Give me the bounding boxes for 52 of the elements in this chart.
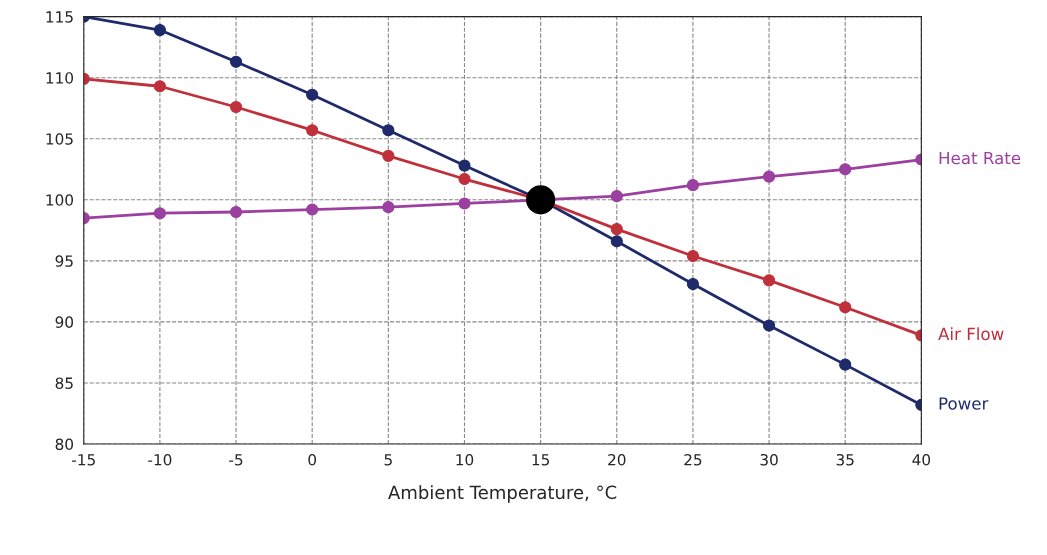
point	[382, 124, 395, 137]
point	[458, 172, 471, 186]
point	[382, 149, 395, 162]
point	[458, 159, 471, 172]
x-tick-label: 25	[684, 453, 702, 466]
point	[306, 124, 319, 137]
point	[229, 100, 243, 114]
y-tick-label: 80	[55, 438, 74, 451]
point	[153, 24, 166, 37]
x-tick-label: 0	[308, 453, 317, 466]
x-axis-title: Ambient Temperature, °C	[388, 485, 617, 503]
point	[306, 203, 319, 216]
point	[686, 179, 699, 192]
point	[762, 170, 776, 183]
x-tick-label: -10	[148, 453, 172, 466]
y-tick-label: 100	[46, 194, 74, 206]
point	[839, 301, 852, 314]
point	[526, 185, 556, 215]
x-tick-label: 40	[912, 453, 931, 466]
point	[610, 223, 623, 236]
point	[686, 277, 699, 291]
x-tick-label: -15	[72, 454, 95, 466]
series-label: Heat Rate	[939, 151, 1021, 165]
point	[382, 201, 395, 214]
y-tick-label: 90	[55, 316, 74, 328]
y-tick-label: 85	[55, 377, 73, 389]
point	[686, 249, 699, 263]
x-tick-label: 20	[608, 453, 626, 466]
y-tick-label: 95	[55, 255, 73, 267]
point	[153, 80, 166, 93]
point	[839, 163, 852, 176]
x-tick-label: 10	[456, 453, 474, 466]
point	[229, 55, 243, 68]
x-tick-label: -5	[229, 454, 243, 466]
x-tick-label: 30	[760, 453, 778, 466]
point	[306, 88, 319, 101]
point	[610, 235, 623, 248]
point	[458, 197, 471, 210]
series-label: Power	[939, 397, 989, 410]
point	[153, 207, 166, 220]
x-tick-label: 15	[532, 454, 550, 466]
point	[839, 358, 852, 371]
series-label: Air Flow	[938, 327, 1004, 341]
x-tick-label: 35	[836, 453, 854, 466]
x-tick-label: 5	[384, 454, 392, 466]
point	[762, 274, 776, 287]
y-tick-label: 110	[46, 72, 74, 84]
point	[229, 205, 243, 219]
y-tick-label: 115	[46, 11, 73, 23]
y-tick-label: 105	[46, 133, 73, 145]
point	[610, 190, 623, 203]
point	[762, 319, 776, 332]
